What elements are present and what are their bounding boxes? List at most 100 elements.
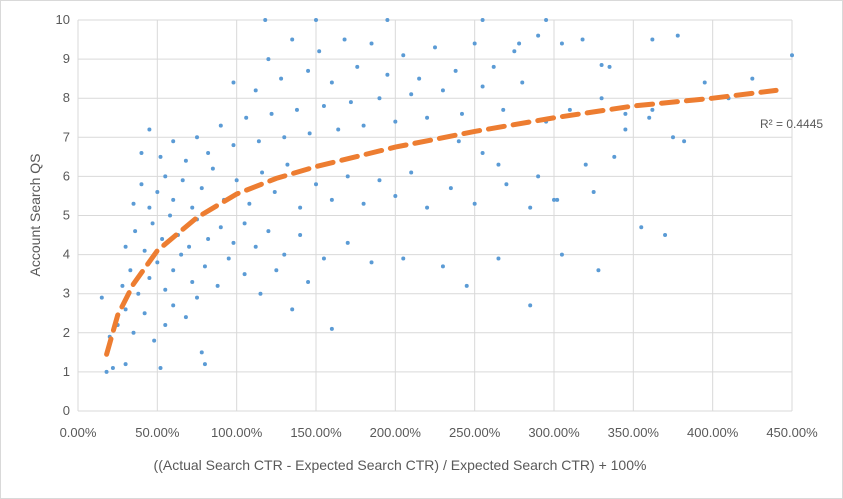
data-point: [171, 139, 176, 144]
data-point: [472, 41, 477, 46]
x-tick-label: 350.00%: [608, 425, 660, 440]
data-point: [317, 49, 322, 54]
data-point: [136, 291, 141, 296]
data-point: [675, 33, 680, 38]
data-point: [279, 76, 284, 81]
data-point: [180, 178, 185, 183]
data-point: [195, 135, 199, 140]
data-point: [282, 135, 287, 140]
trendline: [104, 87, 779, 357]
data-point: [329, 80, 334, 85]
data-point: [623, 127, 628, 132]
data-point: [329, 197, 334, 202]
data-point: [290, 307, 295, 312]
data-point: [623, 111, 628, 116]
data-point: [139, 150, 144, 155]
data-point: [385, 18, 390, 22]
y-tick-labels: 0 1 2 3 4 5 6 7 8 9 10: [56, 12, 70, 418]
data-point: [179, 252, 184, 257]
data-point: [242, 221, 247, 226]
data-point: [448, 186, 453, 191]
data-point: [702, 80, 707, 85]
y-tick-label: 4: [63, 247, 70, 262]
data-point: [163, 174, 168, 179]
data-point: [231, 143, 236, 148]
data-point: [348, 100, 353, 105]
data-point: [567, 107, 572, 112]
data-point: [361, 201, 366, 206]
data-point: [163, 287, 168, 292]
trendline-path: [104, 87, 779, 357]
data-point: [552, 197, 556, 202]
data-point: [133, 229, 138, 234]
data-point: [158, 154, 163, 159]
data-point: [263, 18, 268, 22]
data-point: [409, 92, 414, 97]
data-point: [456, 139, 461, 144]
data-point: [202, 362, 207, 367]
data-point: [272, 190, 277, 195]
data-point: [647, 115, 652, 120]
data-point: [195, 295, 199, 300]
data-point: [171, 197, 176, 202]
data-point: [544, 18, 549, 22]
y-tick-label: 0: [63, 403, 70, 418]
data-point: [464, 283, 469, 288]
data-point: [393, 119, 398, 124]
data-point: [536, 174, 541, 179]
data-point: [425, 115, 430, 120]
data-point: [520, 80, 525, 85]
data-point: [671, 135, 675, 140]
data-point: [480, 18, 485, 22]
data-point: [307, 131, 312, 136]
data-point: [247, 201, 252, 206]
data-point: [160, 236, 165, 241]
data-point: [99, 295, 104, 300]
data-point: [131, 201, 136, 206]
data-point: [139, 182, 144, 187]
data-point: [266, 229, 271, 234]
x-tick-label: 150.00%: [290, 425, 342, 440]
data-point: [206, 236, 211, 241]
x-tick-labels: 0.00% 50.00% 100.00% 150.00% 200.00% 250.00% 3…: [60, 425, 819, 440]
data-point: [517, 41, 522, 46]
data-point: [266, 57, 271, 62]
data-point: [231, 240, 236, 245]
data-point: [155, 260, 160, 265]
data-point: [123, 362, 128, 367]
y-axis-title: Account Search QS: [27, 154, 43, 277]
gridlines: [77, 19, 793, 412]
data-point: [501, 107, 506, 112]
data-point: [342, 37, 347, 42]
x-tick-label: 100.00%: [211, 425, 263, 440]
data-point: [536, 33, 541, 38]
data-point: [583, 162, 588, 167]
data-point: [504, 182, 509, 187]
y-tick-label: 7: [63, 129, 70, 144]
data-point: [512, 49, 517, 54]
data-point: [599, 62, 604, 67]
data-point: [199, 186, 204, 191]
data-point: [147, 205, 152, 210]
data-point: [528, 303, 533, 308]
data-point: [480, 150, 485, 155]
data-point: [790, 53, 794, 58]
data-point: [377, 96, 382, 101]
data-point: [409, 170, 414, 175]
data-point: [150, 221, 155, 226]
data-point: [401, 53, 406, 58]
y-tick-label: 2: [63, 325, 70, 340]
y-tick-label: 6: [63, 168, 70, 183]
data-point: [290, 37, 295, 42]
data-point: [580, 37, 585, 42]
data-point: [242, 272, 247, 277]
data-point: [459, 111, 464, 116]
data-point: [190, 279, 195, 284]
data-point: [528, 205, 533, 210]
data-point: [231, 80, 236, 85]
data-point: [206, 150, 211, 155]
data-point: [294, 107, 299, 112]
data-point: [147, 276, 152, 281]
data-point: [321, 104, 326, 109]
data-point: [639, 225, 644, 230]
